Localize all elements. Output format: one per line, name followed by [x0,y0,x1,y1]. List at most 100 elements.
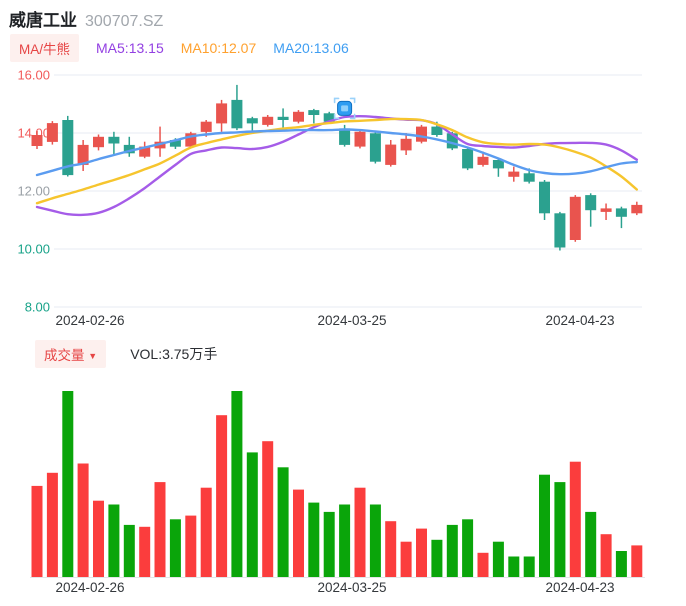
candlestick[interactable] [462,146,474,171]
candlestick[interactable] [615,206,627,229]
volume-bar[interactable] [154,482,166,577]
candlestick[interactable] [31,131,43,149]
candlestick[interactable] [385,140,397,167]
volume-bar[interactable] [46,472,58,577]
volume-bar[interactable] [339,504,351,578]
candlestick[interactable] [293,110,304,124]
volume-bar[interactable] [400,541,412,577]
candlestick[interactable] [185,131,197,149]
ma-line-ma10 [35,117,638,205]
volume-bar[interactable] [308,502,320,577]
x-axis-date-label: 2024-03-25 [317,580,387,595]
stock-name: 威唐工业 [9,11,77,30]
ma-mode-badge[interactable]: MA/牛熊 [10,34,80,62]
volume-bar[interactable] [293,489,304,577]
volume-bar[interactable] [139,526,151,577]
y-axis-tick-label: 16.00 [17,68,50,83]
price-x-axis: 2024-02-26 2024-03-25 2024-04-23 [0,313,686,329]
volume-bar[interactable] [77,463,89,578]
volume-bar[interactable] [569,461,581,577]
volume-bar[interactable] [62,391,74,577]
header: 威唐工业 300707.SZ [9,6,163,31]
volume-bar[interactable] [416,528,427,577]
candlestick[interactable] [308,108,320,124]
volume-bar[interactable] [262,441,274,577]
candlestick[interactable] [77,140,89,171]
volume-bar[interactable] [539,474,550,577]
volume-type-badge[interactable]: 成交量 ▼ [35,340,107,368]
volume-bar[interactable] [277,467,289,577]
volume-bar[interactable] [108,504,120,578]
candle-body [277,116,289,120]
volume-bar[interactable] [246,452,258,577]
volume-bar[interactable] [615,551,627,577]
ma10-legend: MA10:12.07 [180,40,257,56]
volume-bar[interactable] [323,511,335,577]
candlestick[interactable] [339,124,351,147]
volume-bar[interactable] [123,524,135,577]
dropdown-arrow-icon: ▼ [88,351,98,361]
candle-body [385,144,397,165]
candlestick[interactable] [139,141,151,159]
volume-bar[interactable] [585,511,597,577]
candlestick[interactable] [600,203,612,221]
candlestick[interactable] [108,131,120,155]
candlestick[interactable] [231,84,243,131]
volume-bar[interactable] [508,556,520,578]
volume-bar[interactable] [231,391,243,577]
volume-bar[interactable] [462,519,474,577]
volume-bar[interactable] [354,487,366,577]
candlestick[interactable] [354,130,366,149]
volume-bar[interactable] [523,556,535,578]
candlestick[interactable] [477,151,489,167]
candle-body [477,156,489,165]
candlestick[interactable] [216,99,228,132]
candle-body [446,133,458,149]
candle-body [293,111,304,122]
volume-bar[interactable] [31,485,43,577]
candlestick[interactable] [492,158,504,177]
candlestick[interactable] [46,121,58,145]
candle-body [354,131,366,147]
candlestick[interactable] [277,108,289,129]
volume-bar[interactable] [477,552,489,577]
volume-bar[interactable] [185,515,197,577]
volume-bar[interactable] [385,521,397,577]
candle-body [369,133,381,162]
candlestick[interactable] [262,115,274,127]
candlestick[interactable] [369,131,381,164]
candlestick[interactable] [631,201,643,216]
candlestick[interactable] [569,195,581,242]
volume-bar[interactable] [369,504,381,578]
event-marker-icon[interactable] [333,97,356,120]
volume-bar[interactable] [431,539,443,577]
volume-bar[interactable] [169,519,181,577]
ma5-legend: MA5:13.15 [96,40,164,56]
volume-bar[interactable] [446,524,458,577]
volume-bar[interactable] [93,500,104,577]
candlestick[interactable] [508,166,520,182]
volume-bar[interactable] [200,487,212,577]
candlestick[interactable] [554,211,566,251]
candlestick[interactable] [416,124,427,144]
candlestick[interactable] [246,116,258,132]
x-axis-date-label: 2024-04-23 [545,313,615,328]
candlestick[interactable] [539,180,550,220]
volume-bar[interactable] [492,541,504,577]
volume-bar-chart[interactable] [0,368,686,584]
volume-bar[interactable] [554,482,566,577]
candle-body [339,128,351,145]
candlestick[interactable] [400,133,412,155]
candle-body [185,133,197,147]
volume-bar[interactable] [600,534,612,577]
volume-bar[interactable] [216,415,228,577]
candle-body [231,99,243,129]
candlestick[interactable] [585,193,597,227]
candlestick[interactable] [123,136,135,157]
candlestick[interactable] [154,126,166,157]
candle-body [400,138,412,151]
volume-bar[interactable] [631,545,643,577]
candlestick[interactable] [93,134,104,151]
candle-body [123,144,135,154]
